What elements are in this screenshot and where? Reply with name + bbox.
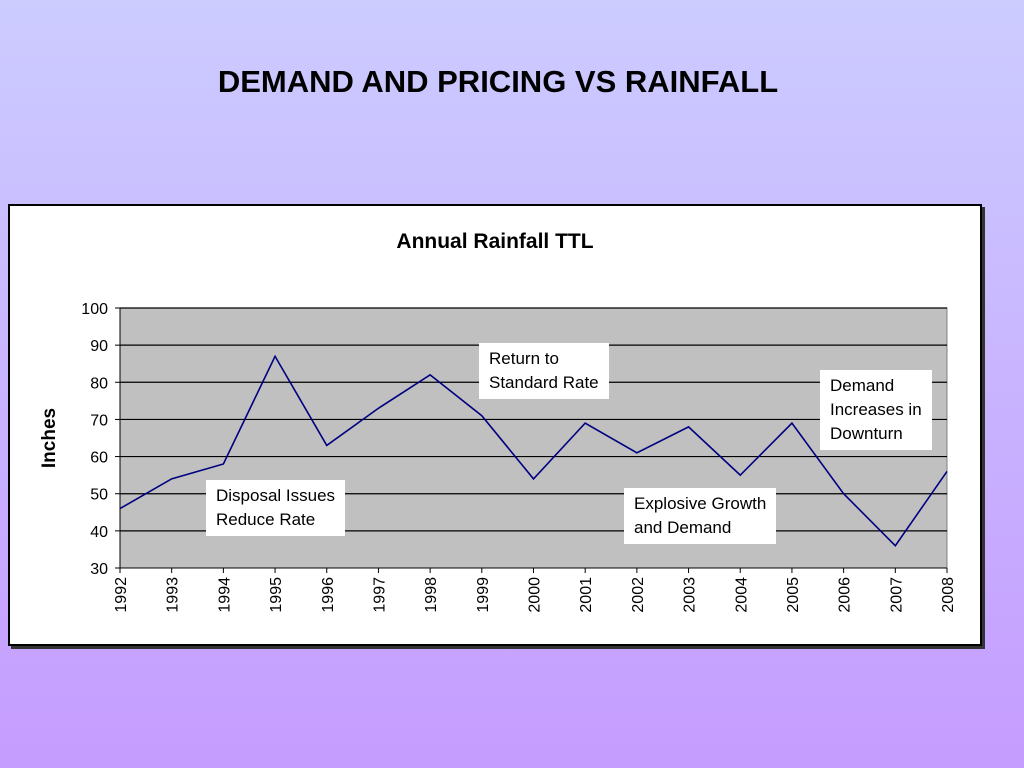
x-tick-label: 2003 [682, 577, 699, 613]
x-tick-label: 1994 [216, 577, 233, 613]
annotation-demand: Demand Increases in Downturn [820, 370, 932, 450]
x-tick-label: 1995 [268, 577, 285, 613]
annotation-line: Explosive Growth [634, 494, 767, 513]
y-tick-label: 50 [90, 487, 108, 504]
x-tick-label: 2002 [630, 577, 647, 613]
annotation-line: Downturn [830, 424, 903, 443]
x-tick-label: 2006 [837, 577, 854, 613]
y-tick-label: 30 [90, 561, 108, 578]
annotation-line: Increases in [830, 400, 922, 419]
annotation-line: and Demand [634, 518, 732, 537]
annotation-line: Demand [830, 376, 895, 395]
x-tick-label: 1992 [113, 577, 130, 613]
x-tick-label: 2007 [888, 577, 905, 613]
y-axis-label: Inches [39, 408, 60, 468]
x-tick-label: 1996 [320, 577, 337, 613]
x-tick-label: 1999 [475, 577, 492, 613]
annotation-line: Standard Rate [489, 373, 599, 392]
y-tick-label: 60 [90, 450, 108, 467]
x-tick-label: 1993 [165, 577, 182, 613]
y-tick-label: 90 [90, 338, 108, 355]
annotation-line: Disposal Issues [216, 486, 336, 505]
slide-title: DEMAND AND PRICING VS RAINFALL [217, 64, 779, 99]
chart-frame: Annual Rainfall TTL 30 40 50 60 70 80 90 100 1992… [8, 204, 982, 646]
x-tick-label: 1997 [371, 577, 388, 613]
annotation-explosive: Explosive Growth and Demand [624, 488, 777, 544]
x-tick-label: 2004 [733, 577, 750, 613]
annotation-line: Return to [489, 349, 559, 368]
x-tick-label: 1998 [423, 577, 440, 613]
chart-title: Annual Rainfall TTL [396, 230, 593, 253]
x-tick-label: 2000 [527, 577, 544, 613]
y-tick-label: 80 [90, 375, 108, 392]
y-tick-label: 40 [90, 524, 108, 541]
annotation-disposal: Disposal Issues Reduce Rate [206, 480, 346, 536]
y-tick-label: 100 [81, 301, 108, 318]
annotation-line: Reduce Rate [216, 510, 316, 529]
annotation-return: Return to Standard Rate [479, 343, 609, 399]
y-tick-label: 70 [90, 412, 108, 429]
x-tick-label: 2005 [785, 577, 802, 613]
x-tick-label: 2008 [940, 577, 957, 613]
x-tick-label: 2001 [578, 577, 595, 613]
